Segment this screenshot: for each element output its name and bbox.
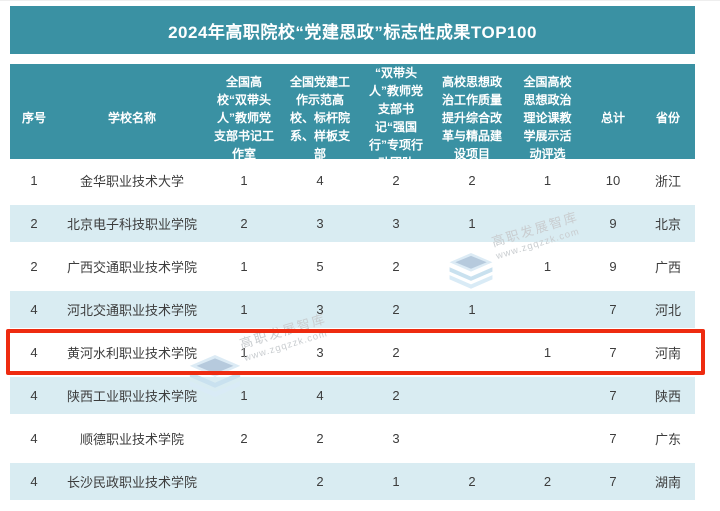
cell [434,417,510,460]
table-body: 1 金华职业技术大学 1 4 2 2 1 10 浙江 2 北京电子科技职业学院 2 3 3 1 9 北京 2 广西交… [10,159,695,503]
col-header-province: 省份 [655,111,680,125]
cell: 2 [392,173,400,188]
table-header-row: 序号 学校名称 全国高校“双带头人”教师党支部书记工作室 全国党建工作示范高校、… [10,64,695,170]
title-bar: 2024年高职院校“党建思政”标志性成果TOP100 [10,6,695,54]
cell: 长沙民政职业技术学院 [66,475,197,490]
cell: 河北 [654,303,681,318]
cell: 4 [30,474,38,489]
col-header-rank: 序号 [21,111,46,125]
cell: 10 [605,173,621,188]
table-row: 4 长沙民政职业技术学院 2 1 2 2 7 湖南 [10,460,695,503]
cell: 2 [543,474,552,489]
cell: 3 [316,345,324,360]
cell: 2 [392,345,400,360]
cell: 2 [316,474,324,489]
cell: 2 [30,216,38,231]
col-header-school: 学校名称 [107,111,156,125]
cell [434,331,510,374]
col-header-teaching-show: 全国高校思想政治理论课教学展示活动评选 [523,75,572,161]
col-header-demo-school: 全国党建工作示范高校、标杆院系、样板支部 [290,75,351,161]
cell: 浙江 [654,174,681,189]
cell [510,291,585,328]
cell: 4 [30,302,38,317]
cell: 4 [316,173,324,188]
table-row: 1 金华职业技术大学 1 4 2 2 1 10 浙江 [10,159,695,202]
col-header-quality-project: 高校思想政治工作质量提升综合改革与精品建设项目 [442,75,503,161]
table-row: 4 河北交通职业技术学院 1 3 2 1 7 河北 [10,288,695,331]
cell: 3 [392,216,400,231]
cell: 广东 [654,432,681,447]
cell: 4 [30,431,38,446]
cell: 黄河水利职业技术学院 [66,346,197,361]
cell: 3 [316,302,324,317]
cell [434,377,510,414]
cell: 7 [609,388,617,403]
cell: 4 [30,345,38,360]
cell: 河南 [654,346,681,361]
cell: 7 [609,431,617,446]
cell: 5 [316,259,324,274]
cell: 1 [543,173,552,188]
col-header-total: 总计 [600,111,625,125]
cell: 2 [240,216,248,231]
cell: 3 [316,216,324,231]
cell: 1 [240,388,248,403]
cell: 1 [240,173,248,188]
cell: 1 [392,474,400,489]
cell: 9 [609,259,617,274]
cell: 北京电子科技职业学院 [66,217,197,232]
cell: 9 [609,216,617,231]
cell: 3 [392,431,400,446]
cell: 1 [240,259,248,274]
cell: 广西交通职业技术学院 [66,260,197,275]
cell: 1 [468,302,476,317]
col-header-workstudio: 全国高校“双带头人”教师党支部书记工作室 [214,75,275,161]
cell: 北京 [654,217,681,232]
cell: 1 [543,259,552,274]
table-row: 2 北京电子科技职业学院 2 3 3 1 9 北京 [10,202,695,245]
ranking-table: 序号 学校名称 全国高校“双带头人”教师党支部书记工作室 全国党建工作示范高校、… [10,64,695,503]
table-row: 4 陕西工业职业技术学院 1 4 2 7 陕西 [10,374,695,417]
table-row: 2 广西交通职业技术学院 1 5 2 1 9 广西 [10,245,695,288]
cell [434,245,510,288]
cell: 顺德职业技术学院 [79,432,184,447]
cell: 1 [240,345,248,360]
table-row: 4 顺德职业技术学院 2 2 3 7 广东 [10,417,695,460]
cell [510,205,585,242]
cell: 广西 [654,260,681,275]
cell: 2 [392,302,400,317]
cell: 4 [316,388,324,403]
cell: 1 [30,173,38,188]
cell [510,417,585,460]
page-title: 2024年高职院校“党建思政”标志性成果TOP100 [168,22,537,42]
cell: 2 [316,431,324,446]
cell: 河北交通职业技术学院 [66,303,197,318]
cell: 7 [609,474,617,489]
cell: 4 [30,388,38,403]
cell: 7 [609,302,617,317]
cell: 2 [468,474,476,489]
cell: 陕西 [654,389,681,404]
cell: 湖南 [654,475,681,490]
cell: 2 [30,259,38,274]
table-row-highlighted: 4 黄河水利职业技术学院 1 3 2 1 7 河南 [10,331,695,374]
cell [206,463,282,500]
cell [510,377,585,414]
cell: 2 [392,388,400,403]
cell: 1 [543,345,552,360]
cell: 2 [392,259,400,274]
cell: 1 [468,216,476,231]
cell: 金华职业技术大学 [79,174,184,189]
col-header-action-team: “双带头人”教师党支部书记“强国行”专项行动团队 [368,66,423,170]
cell: 1 [240,302,248,317]
cell: 2 [240,431,248,446]
cell: 2 [468,173,476,188]
cell: 7 [609,345,617,360]
cell: 陕西工业职业技术学院 [66,389,197,404]
